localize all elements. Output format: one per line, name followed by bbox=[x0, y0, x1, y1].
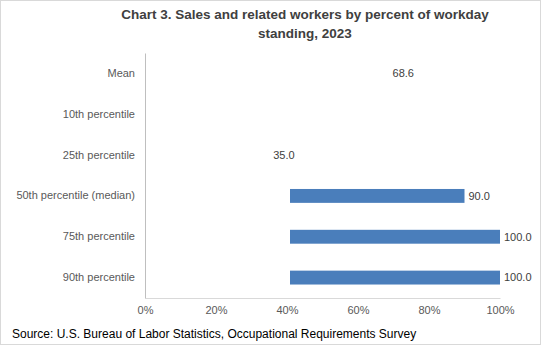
x-axis-line bbox=[146, 298, 501, 299]
chart: Chart 3. Sales and related workers by pe… bbox=[0, 0, 541, 345]
bars bbox=[290, 106, 500, 285]
y-tick: 25th percentile bbox=[63, 149, 145, 161]
x-tick-label: 100% bbox=[486, 304, 514, 316]
bar bbox=[290, 230, 500, 244]
x-tick: 40% bbox=[276, 298, 298, 316]
y-tick-label: 25th percentile bbox=[63, 149, 135, 161]
data-label: 100.0 bbox=[504, 271, 532, 283]
y-tick-label: 50th percentile (median) bbox=[16, 189, 135, 201]
x-tick: 60% bbox=[347, 298, 369, 316]
y-axis-line bbox=[145, 54, 146, 299]
x-tick-label: 20% bbox=[205, 304, 227, 316]
y-tick: 75th percentile bbox=[63, 230, 145, 242]
x-tick-label: 40% bbox=[276, 304, 298, 316]
chart-frame bbox=[1, 1, 541, 345]
x-tick: 20% bbox=[205, 298, 227, 316]
title-line: Chart 3. Sales and related workers by pe… bbox=[121, 7, 489, 22]
data-label: 68.6 bbox=[393, 67, 414, 79]
x-tick: 0% bbox=[138, 298, 154, 316]
y-tick-label: 10th percentile bbox=[63, 108, 135, 120]
y-tick: 90th percentile bbox=[63, 271, 145, 283]
bar bbox=[290, 271, 500, 285]
y-tick: 50th percentile (median) bbox=[16, 189, 145, 201]
y-tick: Mean bbox=[107, 67, 145, 79]
y-tick: 10th percentile bbox=[63, 108, 145, 120]
source: Source: U.S. Bureau of Labor Statistics,… bbox=[12, 327, 416, 341]
data-labels: 68.6 35.0 90.0 100.0 100.0 bbox=[273, 67, 531, 283]
x-tick: 100% bbox=[486, 298, 514, 316]
y-tick-label: 90th percentile bbox=[63, 271, 135, 283]
x-tick-label: 60% bbox=[347, 304, 369, 316]
data-label: 35.0 bbox=[273, 149, 294, 161]
x-axis: 0% 20% 40% 60% 80% 100% bbox=[138, 298, 515, 316]
x-tick: 80% bbox=[418, 298, 440, 316]
data-label: 90.0 bbox=[469, 190, 490, 202]
y-tick-label: 75th percentile bbox=[63, 230, 135, 242]
y-tick-label: Mean bbox=[107, 67, 135, 79]
title-line: standing, 2023 bbox=[258, 26, 352, 41]
x-tick-label: 80% bbox=[418, 304, 440, 316]
title: Chart 3. Sales and related workers by pe… bbox=[121, 7, 489, 41]
plot: 0% 20% 40% 60% 80% 100% Mean 10th percentile 25t… bbox=[16, 54, 531, 316]
y-axis: Mean 10th percentile 25th percentile 50th p… bbox=[16, 54, 145, 299]
data-label: 100.0 bbox=[504, 231, 532, 243]
x-tick-label: 0% bbox=[138, 304, 154, 316]
bar bbox=[290, 189, 465, 203]
